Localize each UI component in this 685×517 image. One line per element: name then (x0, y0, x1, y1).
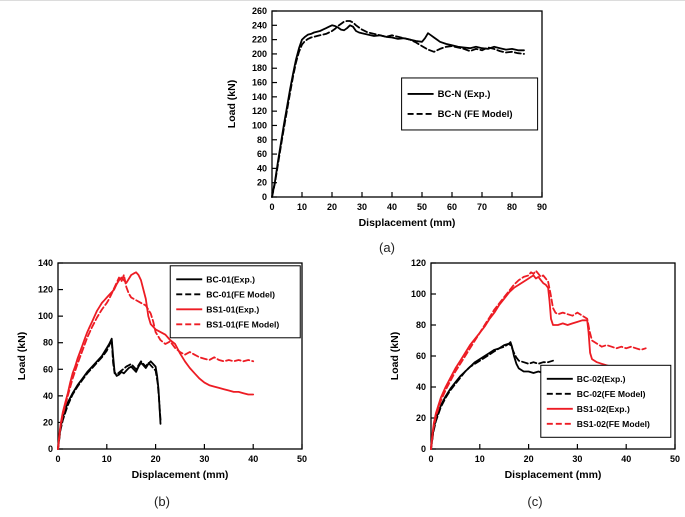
y-tick-label: 0 (262, 192, 267, 202)
legend-entry-label: BC-N (FE Model) (438, 109, 513, 120)
y-tick-label: 80 (43, 338, 53, 348)
x-axis-title: Displacement (mm) (132, 469, 229, 481)
legend-entry-label: BC-01(Exp.) (206, 274, 255, 284)
chart-a: 0 10 20 30 40 50 60 70 80 90 0 20 40 60 80 100 120 140 160… (222, 3, 552, 255)
x-tick-label: 20 (151, 454, 161, 464)
series-line-2 (271, 20, 525, 198)
y-axis-title: Load (kN) (16, 332, 28, 380)
x-tick-label: 90 (537, 202, 547, 212)
y-tick-label: 60 (416, 351, 426, 361)
y-tick-label: 180 (252, 63, 267, 73)
y-tick-label: 100 (411, 289, 426, 299)
y-tick-label: 160 (252, 78, 267, 88)
chart-b-svg: 0 10 20 30 40 50 0 20 40 60 80 100 120 140 Displacemen… (16, 258, 307, 481)
legend-entry-label: BS1-02(Exp.) (577, 404, 630, 414)
chart-b: 0 10 20 30 40 50 0 20 40 60 80 100 120 140 Displacemen… (12, 255, 312, 509)
y-axis-title: Load (kN) (389, 332, 401, 380)
y-tick-label: 140 (38, 258, 53, 268)
x-tick-label: 80 (507, 202, 517, 212)
x-axis-title: Displacement (mm) (359, 217, 456, 229)
y-tick-label: 260 (252, 6, 267, 16)
legend-entry-label: BS1-02(FE Model) (577, 419, 650, 429)
caption-c: (c) (527, 494, 543, 509)
chart-a-svg: 0 10 20 30 40 50 60 70 80 90 0 20 40 60 80 100 120 140 160… (226, 6, 547, 229)
x-tick-label: 30 (357, 202, 367, 212)
x-tick-label: 40 (621, 454, 631, 464)
series-line-2 (430, 342, 554, 450)
y-tick-label: 40 (416, 382, 426, 392)
caption-b: (b) (154, 494, 170, 509)
y-tick-label: 140 (252, 92, 267, 102)
y-tick-label: 40 (43, 391, 53, 401)
x-tick-label: 30 (199, 454, 209, 464)
x-tick-label: 60 (447, 202, 457, 212)
y-tick-label: 200 (252, 49, 267, 59)
caption-a: (a) (379, 240, 395, 255)
x-tick-label: 0 (55, 454, 60, 464)
x-tick-label: 0 (269, 202, 274, 212)
x-tick-label: 40 (248, 454, 258, 464)
y-tick-label: 60 (257, 149, 267, 159)
x-tick-label: 10 (297, 202, 307, 212)
y-tick-label: 20 (43, 417, 53, 427)
y-axis-title: Load (kN) (226, 80, 238, 128)
series-line-4 (430, 269, 647, 450)
y-tick-label: 120 (38, 285, 53, 295)
y-tick-label: 100 (252, 120, 267, 130)
chart-c-svg: 0 10 20 30 40 50 0 20 40 60 80 100 120 Displacement (… (389, 258, 680, 481)
legend-box (401, 77, 539, 131)
x-tick-label: 50 (297, 454, 307, 464)
legend-entry-label: BS1-01(Exp.) (206, 304, 259, 314)
x-tick-label: 50 (417, 202, 427, 212)
y-tick-label: 120 (411, 258, 426, 268)
chart-a-plot: 0 10 20 30 40 50 60 70 80 90 0 20 40 60 80 100 120 140 160… (222, 3, 552, 238)
x-tick-label: 20 (524, 454, 534, 464)
y-tick-label: 0 (421, 444, 426, 454)
legend-box (169, 265, 301, 339)
y-tick-label: 80 (416, 320, 426, 330)
x-tick-label: 30 (572, 454, 582, 464)
legend-entry-label: BC-02(FE Model) (577, 389, 646, 399)
y-tick-label: 100 (38, 311, 53, 321)
legend-entry-label: BC-02(Exp.) (577, 374, 626, 384)
series-line-1 (271, 24, 525, 198)
y-tick-label: 0 (48, 444, 53, 454)
y-tick-label: 20 (416, 413, 426, 423)
y-tick-label: 80 (257, 135, 267, 145)
x-tick-label: 20 (327, 202, 337, 212)
legend-entry-label: BS1-01(FE Model) (206, 319, 279, 329)
series-line-3 (57, 271, 255, 450)
legend-entry-label: BC-N (Exp.) (438, 89, 491, 100)
x-tick-label: 70 (477, 202, 487, 212)
series-line-3 (430, 274, 647, 450)
y-tick-label: 40 (257, 163, 267, 173)
y-tick-label: 20 (257, 178, 267, 188)
series-line-1 (57, 337, 162, 450)
series-line-4 (57, 274, 255, 450)
series-line-2 (57, 339, 162, 450)
legend-entry-label: BC-01(FE Model) (206, 289, 275, 299)
chart-c: 0 10 20 30 40 50 0 20 40 60 80 100 120 Displacement (… (385, 255, 685, 509)
x-tick-label: 10 (475, 454, 485, 464)
x-tick-label: 0 (428, 454, 433, 464)
y-tick-label: 220 (252, 35, 267, 45)
y-tick-label: 60 (43, 364, 53, 374)
x-axis-title: Displacement (mm) (505, 469, 602, 481)
legend-box (540, 364, 672, 438)
chart-c-plot: 0 10 20 30 40 50 0 20 40 60 80 100 120 Displacement (… (385, 255, 685, 492)
x-tick-label: 50 (670, 454, 680, 464)
chart-b-plot: 0 10 20 30 40 50 0 20 40 60 80 100 120 140 Displacemen… (12, 255, 312, 492)
x-tick-label: 40 (387, 202, 397, 212)
x-tick-label: 10 (102, 454, 112, 464)
y-tick-label: 240 (252, 20, 267, 30)
y-tick-label: 120 (252, 106, 267, 116)
